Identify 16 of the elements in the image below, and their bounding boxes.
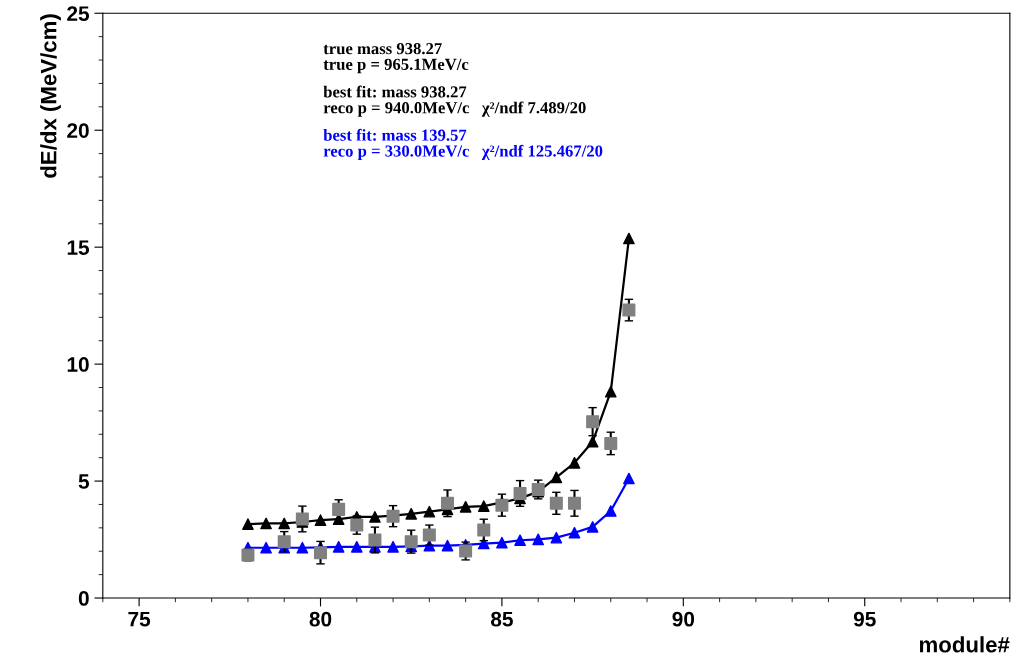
y-tick-label: 20 bbox=[67, 123, 89, 138]
text: best fit: mass 938.27 reco p = 940.0MeV/c χ²/ndf 7.489/20 bbox=[323, 85, 586, 117]
text: best fit: mass 139.57 reco p = 330.0MeV/c χ²/ndf 125.467/20 bbox=[323, 128, 603, 161]
y-tick-label: 25 bbox=[67, 6, 90, 22]
x-tick-label: 95 bbox=[853, 611, 876, 627]
x-tick-label: 85 bbox=[490, 611, 513, 627]
x-axis-title: module# bbox=[919, 636, 1010, 653]
y-tick-label: 0 bbox=[78, 591, 89, 606]
y-tick-label: 10 bbox=[67, 357, 89, 372]
x-tick-label: 80 bbox=[309, 611, 332, 627]
x-tick-label: 90 bbox=[672, 611, 695, 627]
x-tick-label: 75 bbox=[128, 611, 151, 627]
y-tick-label: 15 bbox=[67, 240, 90, 255]
y-tick-label: 5 bbox=[78, 474, 90, 489]
annotation: true mass 938.27 true p = 965.1MeV/c bbox=[323, 42, 469, 74]
y-axis-title: dE/dx (MeV/cm) bbox=[40, 14, 61, 178]
